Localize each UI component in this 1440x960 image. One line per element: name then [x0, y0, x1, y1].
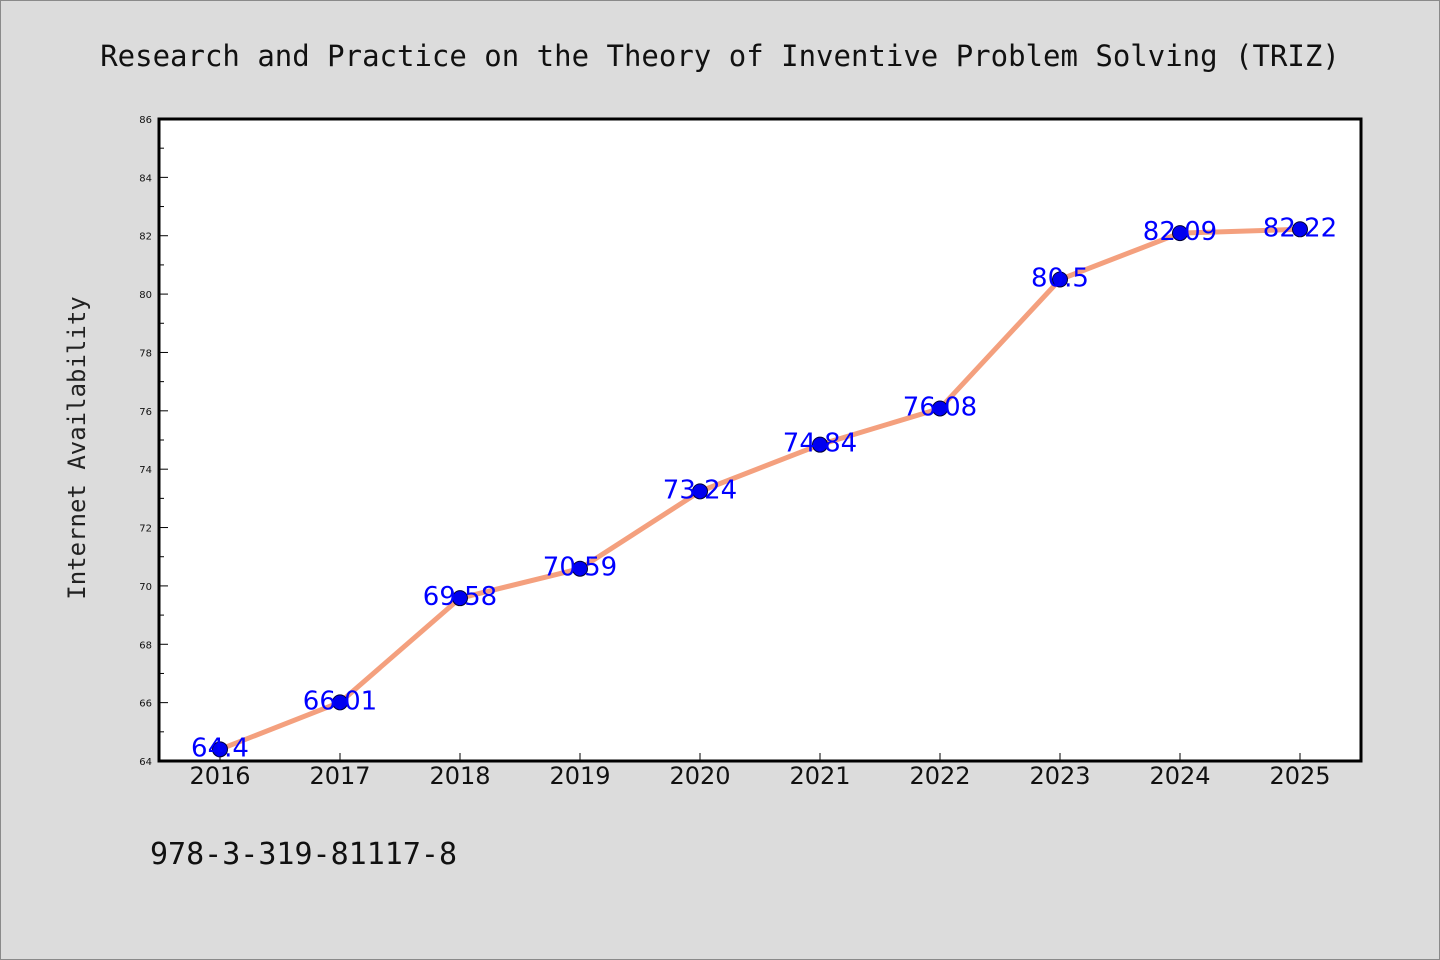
x-axis-ticks: 2016 2017 2018 2019 2020 2021 2022 2023 2024 2025	[189, 753, 1331, 790]
y-axis-label: Internet Availability	[63, 296, 91, 599]
y-tick-label: 76	[139, 407, 152, 418]
y-tick-label: 80	[139, 290, 152, 301]
y-axis-ticks: 64 66 68 70 72 74 76 78 80 82 84 86	[139, 115, 168, 768]
y-tick-label: 72	[139, 524, 152, 535]
plot-frame	[157, 117, 1363, 763]
data-labels: 64.4 66.01 69.58 70.59 73.24 74.84 76.08 80.5 82…	[191, 213, 1337, 763]
y-tick-label: 84	[139, 173, 152, 184]
data-point-marker	[332, 694, 348, 711]
x-tick-label: 2021	[789, 762, 850, 790]
data-point-marker	[812, 436, 828, 453]
data-point-marker	[1172, 225, 1188, 242]
data-point-marker	[1292, 221, 1308, 238]
x-tick-label: 2023	[1029, 762, 1090, 790]
plot-area	[159, 119, 1361, 761]
y-tick-label: 68	[139, 640, 152, 651]
x-tick-label: 2016	[189, 762, 250, 790]
data-point-marker	[692, 483, 708, 500]
x-tick-label: 2022	[909, 762, 970, 790]
x-tick-label: 2017	[309, 762, 370, 790]
data-value-label: 82.22	[1263, 213, 1337, 243]
chart-title: Research and Practice on the Theory of I…	[100, 39, 1340, 73]
y-tick-label: 74	[139, 465, 152, 476]
data-value-label: 73.24	[663, 475, 737, 505]
y-tick-label: 78	[139, 348, 152, 359]
data-markers	[212, 221, 1308, 758]
y-tick-label: 86	[139, 115, 152, 126]
x-tick-label: 2024	[1149, 762, 1210, 790]
data-value-label: 64.4	[191, 733, 249, 763]
data-value-label: 69.58	[423, 582, 497, 612]
y-tick-label: 70	[139, 582, 152, 593]
x-tick-label: 2025	[1269, 762, 1330, 790]
data-value-label: 66.01	[303, 686, 377, 716]
data-value-label: 82.09	[1143, 217, 1217, 247]
y-tick-label: 82	[139, 232, 152, 243]
data-point-marker	[1052, 271, 1068, 288]
data-value-label: 76.08	[903, 392, 977, 422]
series-line-group	[217, 226, 1303, 752]
data-point-marker	[452, 590, 468, 607]
data-value-label: 80.5	[1031, 264, 1089, 294]
x-tick-label: 2020	[669, 762, 730, 790]
data-point-marker	[572, 560, 588, 577]
isbn-footnote: 978-3-319-81117-8	[150, 837, 457, 872]
series-line	[217, 226, 1303, 752]
data-value-label: 70.59	[543, 553, 617, 583]
x-tick-label: 2018	[429, 762, 490, 790]
data-point-marker	[212, 741, 228, 758]
y-tick-label: 66	[139, 699, 152, 710]
x-tick-label: 2019	[549, 762, 610, 790]
data-point-marker	[932, 400, 948, 417]
y-tick-label: 64	[139, 757, 152, 768]
data-value-label: 74.84	[783, 429, 857, 459]
